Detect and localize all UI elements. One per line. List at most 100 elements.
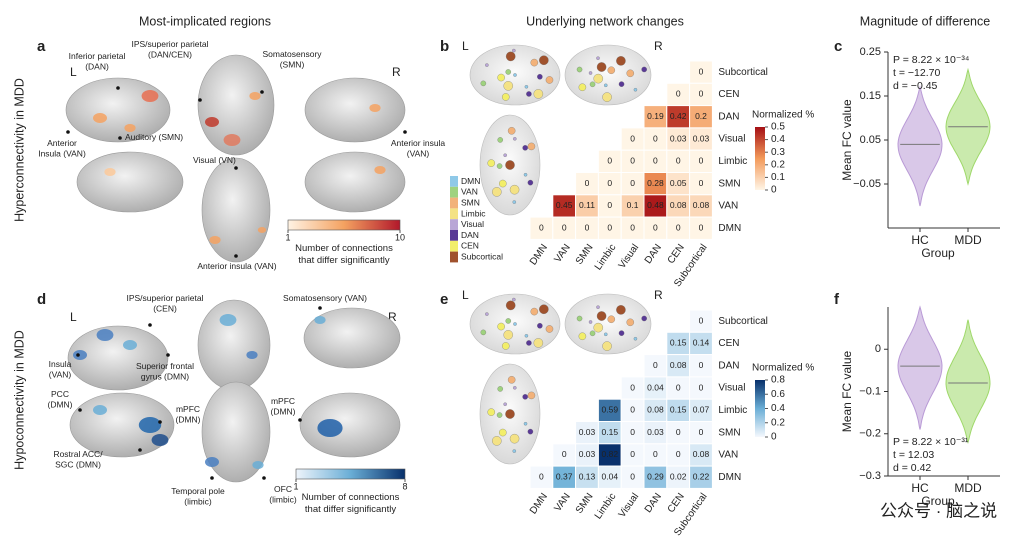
colorbar [295,468,406,480]
node [480,329,487,336]
text-line: that differ significantly [298,255,389,266]
cell-label: 0 [699,66,704,76]
cell-label: 0.08 [693,449,710,459]
row-label: VAN [718,201,738,212]
legend-label: VAN [461,187,478,197]
colorbar-tick-label: 0.8 [771,375,785,386]
stat-annotation: t = 12.03 [893,449,934,461]
y-tick-label: −0.05 [853,178,881,190]
node [578,332,587,341]
colorbar-tick-label: 0.2 [771,417,785,428]
node [509,433,520,444]
node [537,323,543,329]
row-label: DAN [718,360,739,371]
cell-label: 0 [676,156,681,166]
node [480,80,487,87]
brain-surface [304,77,406,143]
highlight-region [257,227,267,233]
cell-label: 0 [630,178,635,188]
colorbar-tick-label: 0.3 [771,147,785,158]
text-line: gyrus (DMN) [141,372,189,382]
x-tick-label: MDD [954,481,982,495]
node [576,315,583,322]
hemisphere-label: R [392,65,401,79]
node [545,325,554,333]
node [513,322,517,326]
node [497,322,505,331]
brain-surface [299,392,401,458]
hemisphere-label: L [462,288,469,302]
text-line: Insula (VAN) [38,149,86,159]
highlight-region [249,92,261,100]
node [589,330,596,337]
node [485,312,489,316]
hemisphere-label: R [654,39,663,53]
brain-surface [197,54,275,156]
region-label: OFC (limbic) [269,484,297,505]
x-tick-label: HC [911,481,929,495]
cell-label: 0 [607,223,612,233]
node [527,391,536,400]
node [507,376,516,384]
leader-dot [318,306,322,310]
highlight-region [252,461,264,469]
node [618,81,625,87]
text-line: Visual (VN) [193,155,236,165]
column-label: DMN [528,491,550,516]
text-line: (limbic) [184,497,212,507]
region-label: Rostral ACC/SGC (DMN) [53,449,103,470]
cell-label: 0 [630,427,635,437]
row-label: SMN [718,178,740,189]
hemisphere-label: R [388,310,397,324]
text-line: OFC [274,484,292,494]
cell-label: 0 [585,223,590,233]
leader-dot [234,166,238,170]
row-title: Hypoconnectivity in MDD [12,330,26,470]
legend-swatch [450,186,458,198]
region-label: IPS/superior parietal (DAN/CEN) [131,39,208,60]
node [522,394,528,400]
region-label: IPS/superior parietal (CEN) [126,293,203,314]
cell-label: 0.28 [647,178,664,188]
cell-label: 0.15 [670,338,687,348]
cell-label: 0 [653,223,658,233]
cell-label: 0 [630,449,635,459]
text-line: (DAN) [85,62,109,72]
cell-label: 0.59 [602,405,619,415]
node [487,159,495,167]
text-line: Number of connections [295,243,393,254]
glass-brain [564,293,652,355]
brain-surface [304,151,406,213]
row-label: CEN [718,89,739,100]
brain-surface [303,307,401,369]
node [499,179,507,188]
legend-swatch [450,176,458,187]
cell-label: 0 [676,382,681,392]
node [512,48,516,53]
cell-label: 0 [676,223,681,233]
colorbar-tick-label: 1 [285,232,290,242]
row-label: Limbic [718,405,747,416]
heatmap-cell [689,216,713,240]
node [530,307,539,316]
node [513,137,517,141]
highlight-region [317,419,343,437]
cell-label: 0 [607,178,612,188]
text-line: Rostral ACC/ [53,449,103,459]
text-line: that differ significantly [305,504,396,515]
node [505,409,515,419]
column-label: SMN [574,242,596,267]
node [524,85,529,89]
cell-label: 0 [699,315,704,325]
node [641,315,647,322]
cell-label: 0.03 [647,427,664,437]
node [505,69,511,75]
node [618,330,625,336]
watermark: 公众号 · 脑之说 [880,501,997,520]
region-label: Somatosensory (VAN) [283,293,367,303]
row-title: Hyperconnectivity in MDD [12,78,26,222]
cell-label: 0 [699,382,704,392]
y-tick-label: 0.05 [860,134,881,146]
leader-dot [76,353,80,357]
cell-label: 0.08 [670,200,687,210]
